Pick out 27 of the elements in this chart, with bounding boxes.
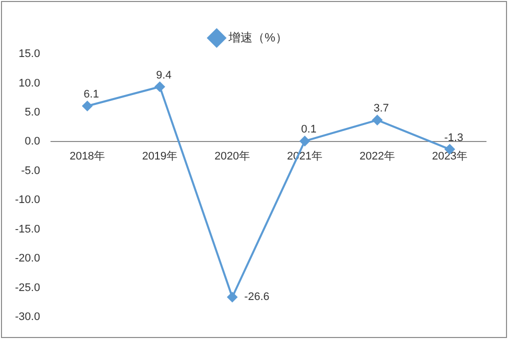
y-tick-label: -10.0 bbox=[14, 194, 40, 206]
data-label: 9.4 bbox=[156, 69, 172, 82]
data-label: 3.7 bbox=[374, 102, 389, 115]
data-label: -1.3 bbox=[444, 132, 464, 144]
y-tick-label: -15.0 bbox=[14, 223, 40, 236]
x-tick-label: 2020年 bbox=[214, 150, 250, 162]
x-tick-label: 2019年 bbox=[142, 150, 178, 162]
point bbox=[372, 115, 382, 126]
x-tick-label: 2022年 bbox=[360, 150, 396, 162]
point bbox=[300, 136, 310, 146]
x-tick-label: 2018年 bbox=[70, 150, 106, 162]
y-tick-label: -20.0 bbox=[14, 252, 40, 265]
point bbox=[154, 82, 165, 92]
point bbox=[227, 292, 238, 302]
y-tick-label: 0.0 bbox=[24, 136, 40, 148]
y-tick-label: 15.0 bbox=[18, 48, 40, 60]
data-label: -26.6 bbox=[244, 291, 270, 304]
point bbox=[82, 101, 92, 112]
data-label: 0.1 bbox=[301, 124, 316, 136]
x-tick-label: 2023年 bbox=[432, 150, 468, 162]
legend-label: 增速（%） bbox=[228, 30, 288, 44]
y-tick-label: 10.0 bbox=[18, 77, 40, 90]
y-tick-label: 5.0 bbox=[24, 106, 40, 118]
y-tick-label: -5.0 bbox=[21, 164, 40, 177]
data-label: 6.1 bbox=[84, 88, 99, 101]
y-tick-label: -30.0 bbox=[14, 311, 40, 324]
y-tick-label: -25.0 bbox=[14, 282, 40, 294]
